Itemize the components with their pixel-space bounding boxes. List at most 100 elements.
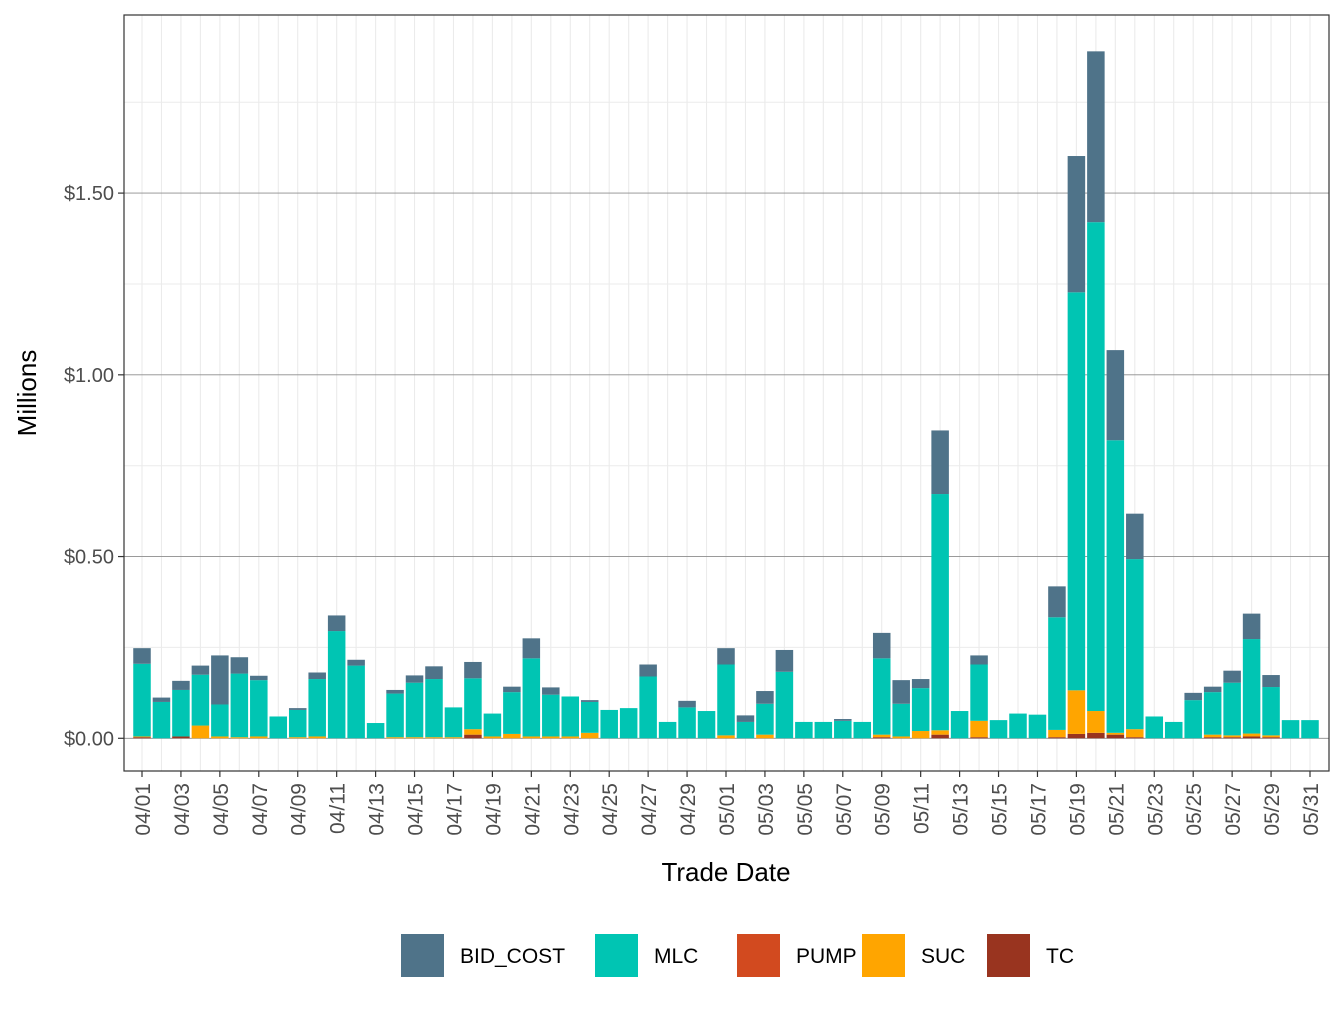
x-tick-label: 05/21 [1105,783,1128,836]
bar-suc [425,737,443,739]
bar-tc [1203,737,1222,739]
x-tick-label: 05/23 [1144,783,1167,836]
bar-tc [1242,736,1261,739]
bar-mlc [911,688,930,732]
bar-bid-cost [892,680,910,704]
bar-bid-cost [405,675,424,683]
bar-mlc [931,494,949,731]
legend-label: PUMP [796,945,857,968]
x-tick-label: 04/25 [599,783,622,836]
bar-mlc [1106,440,1125,733]
bar-mlc [269,716,288,739]
x-tick-label: 04/19 [482,783,505,836]
bar-bid-cost [425,666,443,680]
bar-mlc [542,694,560,737]
bar-suc [191,725,210,739]
x-axis-title: Trade Date [661,857,790,887]
bar-mlc [872,658,891,735]
bar-mlc [386,693,404,738]
x-tick-label: 04/29 [677,783,700,836]
legend-key-mlc [595,934,638,977]
y-tick-label: $0.00 [64,728,114,750]
bar-bid-cost [1203,686,1222,693]
bar-bid-cost [503,686,521,693]
bar-suc [872,734,891,738]
x-tick-label: 04/03 [171,783,194,836]
bar-bid-cost [1242,613,1261,640]
bar-bid-cost [464,661,482,679]
bar-bid-cost [775,649,794,672]
bar-mlc [1067,292,1086,691]
bar-tc [1067,733,1086,739]
bar-bid-cost [580,700,599,702]
legend-key-suc [862,934,905,977]
bar-bid-cost [347,659,365,666]
bar-bid-cost [1126,513,1144,560]
legend-key-pump [737,934,780,977]
x-tick-label: 04/17 [443,783,466,836]
bar-suc [464,729,482,735]
bar-mlc [405,682,424,738]
x-tick-label: 05/17 [1027,783,1050,836]
bar-tc [1106,734,1125,739]
x-tick-label: 05/09 [872,783,895,836]
bar-mlc [172,689,190,737]
bar-bid-cost [931,430,949,495]
bar-suc [1067,690,1086,734]
bar-mlc [191,674,210,726]
x-tick-label: 05/27 [1222,783,1245,836]
bar-mlc [288,709,307,738]
bar-mlc [425,679,443,738]
bar-mlc [600,709,618,739]
bar-mlc [580,701,599,733]
bar-bid-cost [736,715,755,722]
bar-bid-cost [639,664,657,677]
x-tick-label: 05/15 [989,783,1012,836]
bar-mlc [561,696,580,737]
legend-label: TC [1046,945,1074,968]
x-tick-label: 05/11 [911,783,934,834]
bar-mlc [697,711,716,739]
x-tick-label: 04/11 [327,783,350,834]
bar-bid-cost [1223,670,1241,683]
bar-mlc [1301,720,1319,739]
bar-mlc [1281,720,1300,739]
bar-bid-cost [970,655,988,665]
bar-suc [386,737,404,739]
y-axis: $0.00 $0.50 $1.00 $1.50 [64,183,124,750]
bar-suc [503,733,521,739]
bar-suc [405,737,424,739]
bar-mlc [989,720,1008,739]
bar-bid-cost [133,648,151,664]
bar-mlc [1164,721,1183,739]
bar-bid-cost [834,719,852,721]
bar-mlc [970,664,988,721]
bar-suc [1223,735,1241,738]
bar-mlc [775,671,794,739]
bars [133,51,1319,739]
bar-mlc [1145,716,1164,739]
x-tick-label: 04/23 [560,783,583,836]
bar-mlc [1262,687,1280,736]
bar-mlc [814,721,833,739]
y-tick-label: $0.50 [64,547,114,569]
bar-mlc [795,721,813,739]
grid-minor [124,15,1329,771]
bar-bid-cost [872,632,891,659]
bar-suc [756,734,774,739]
bar-bid-cost [1067,156,1086,293]
bar-mlc [1203,692,1222,735]
bar-tc [1126,737,1144,739]
bar-mlc [639,676,657,739]
bar-mlc [464,678,482,730]
bar-mlc [1223,682,1241,736]
bar-suc [561,736,580,739]
bar-suc [931,730,949,735]
bar-suc [911,731,930,739]
bar-mlc [1048,617,1066,730]
bar-mlc [619,708,638,739]
bar-mlc [133,663,151,737]
bar-suc [522,736,541,739]
bar-mlc [1087,222,1105,712]
bar-mlc [327,631,346,739]
